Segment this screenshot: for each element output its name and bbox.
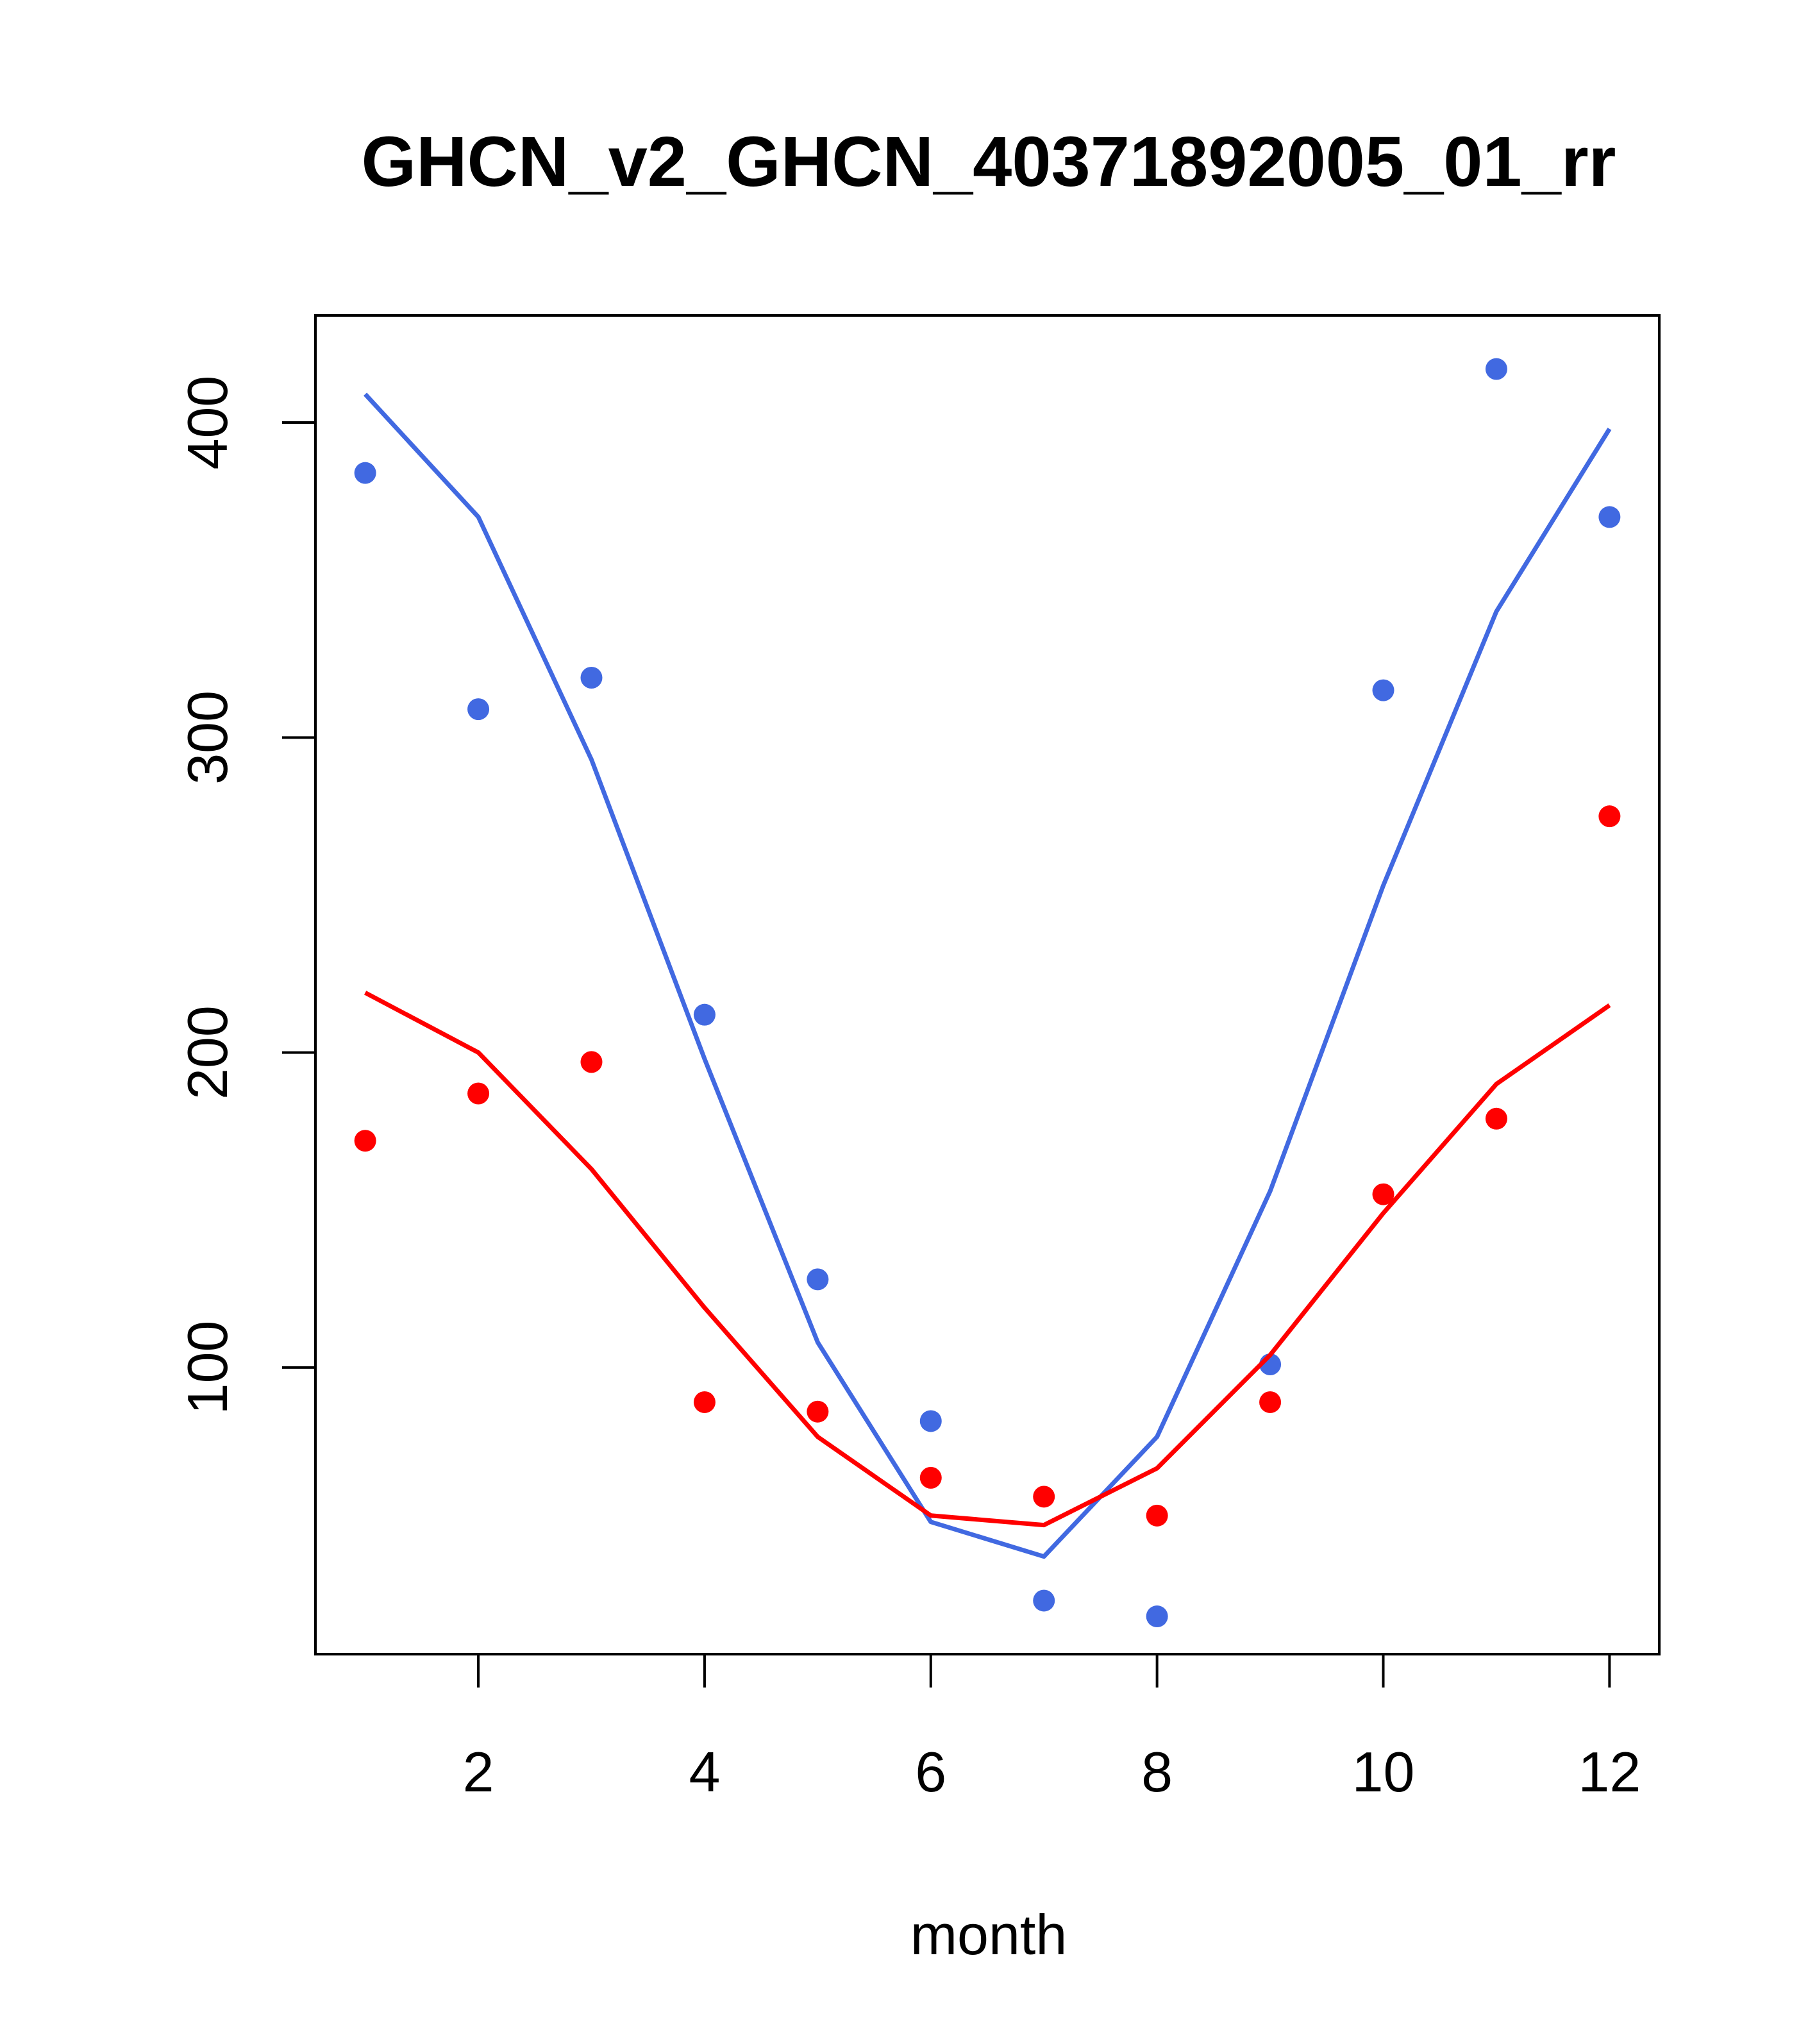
x-tick-label: 2 (463, 1740, 494, 1804)
x-tick-label: 8 (1141, 1740, 1173, 1804)
y-tick-label: 200 (176, 1005, 239, 1100)
series-line-2 (364, 991, 1611, 1528)
chart-title: GHCN_v2_GHCN_40371892005_01_rr (362, 122, 1616, 201)
data-point (1146, 1504, 1168, 1527)
series-line-1 (364, 392, 1612, 1559)
data-point (807, 1268, 829, 1291)
data-point (1485, 1107, 1507, 1130)
y-tick-label: 100 (176, 1321, 239, 1415)
data-point (467, 698, 490, 721)
plot-area: 2 4 6 8 10 12 100 200 300 400 (176, 314, 1661, 1804)
data-point (807, 1400, 829, 1423)
data-point (467, 1082, 490, 1105)
x-axis-label: month (910, 1903, 1068, 1966)
data-point (1598, 805, 1621, 828)
y-tick-label: 400 (176, 376, 239, 470)
y-tick-label: 300 (176, 691, 239, 785)
data-point (580, 1051, 603, 1073)
x-tick-label: 6 (915, 1740, 946, 1804)
data-point (919, 1410, 942, 1432)
data-point (693, 1391, 716, 1413)
data-point (1598, 506, 1621, 528)
data-point (693, 1003, 716, 1026)
data-point (1259, 1391, 1282, 1413)
x-tick-label: 12 (1578, 1740, 1641, 1804)
data-point (1372, 679, 1394, 701)
x-tick-label: 10 (1352, 1740, 1415, 1804)
plot-frame (314, 314, 1661, 1655)
data-point (354, 1130, 376, 1152)
data-point (1485, 358, 1507, 380)
data-point (1372, 1183, 1394, 1205)
data-point (919, 1466, 942, 1489)
data-point (1146, 1605, 1168, 1628)
data-point (1033, 1486, 1055, 1508)
data-point (580, 666, 603, 689)
x-tick-label: 4 (689, 1740, 720, 1804)
data-point (354, 462, 376, 484)
data-point (1033, 1589, 1055, 1612)
